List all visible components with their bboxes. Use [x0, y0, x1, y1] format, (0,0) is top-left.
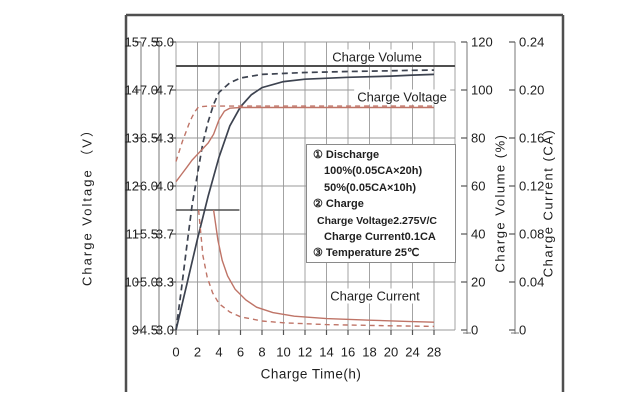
left-axis-6v-tick-label: 6.0: [139, 178, 158, 194]
note-line-charge: ② Charge: [313, 198, 364, 211]
charge-volume-100pct-discharge: [175, 73, 435, 331]
note-line-discharge: ① Discharge: [313, 149, 380, 161]
left-axis-6v-tick-label: 6.5: [139, 130, 158, 146]
right-axis-volume-tick-label: 80: [471, 130, 486, 146]
note-line-discharge-100: 100%(0.05CA×20h): [324, 165, 423, 178]
x-axis-tick-label: 4: [215, 344, 223, 360]
charge-current-50pct-discharge: [197, 209, 435, 328]
note-line-discharge-50: 50%(0.05CA×10h): [324, 181, 417, 194]
left-axis-12v-tick-label: 15: [124, 34, 139, 50]
left-axis-12v-tick-label: 10: [124, 274, 139, 290]
note-line-temperature: ③ Temperature 25℃: [313, 247, 420, 260]
note-line-charge-voltage: Charge Voltage2.275V/C: [317, 214, 438, 227]
left-axis-6v-tick-label: 5.5: [139, 226, 158, 242]
left-axis-6v-tick-label: 4.5: [139, 322, 158, 338]
charge-voltage-100pct-discharge: [175, 106, 434, 183]
right-axis-volume-tick-label: 100: [471, 82, 493, 98]
x-axis-tick-label: 28: [426, 344, 442, 360]
right-axis-current-tick-label: 0: [519, 322, 527, 338]
left-axis-4v-tick-label: 4.7: [155, 82, 174, 98]
left-axis-6v-tick-label: 7.0: [139, 82, 158, 98]
x-axis-tick-label: 18: [362, 344, 377, 360]
x-axis-tick-label: 0: [172, 344, 180, 360]
x-axis-tick-label: 16: [340, 344, 356, 360]
x-axis-tick-label: 14: [319, 344, 334, 360]
charge-volume-50pct-discharge: [175, 69, 435, 331]
left-axis-4v-tick-label: 3.3: [155, 274, 174, 290]
left-axis-12v-tick-label: 13: [124, 130, 139, 146]
left-axis-4v-tick-label: 5.0: [155, 34, 174, 50]
right-axis-current-tick-label: 0.16: [519, 130, 545, 146]
left-axis-6v-tick-label: 7.5: [139, 34, 158, 50]
curve-label-charge-volume: Charge Volume: [329, 49, 425, 65]
right-axis-title-charge-volume: Charge Volume (%): [492, 133, 508, 273]
charge-voltage-50pct-discharge: [175, 105, 434, 162]
right-axis-volume-tick-label: 0: [471, 322, 479, 338]
x-axis-tick-label: 10: [276, 344, 291, 360]
left-axis-title-charge-voltage: Charge Voltage （V）: [79, 122, 95, 286]
right-axis-volume-tick-label: 120: [471, 34, 493, 50]
right-axis-current-tick-label: 0.04: [519, 274, 545, 290]
left-axis-4v-tick-label: 3.7: [155, 226, 174, 242]
right-axis-current-tick-label: 0.20: [519, 82, 545, 98]
note-line-charge-current: Charge Current0.1CA: [324, 231, 436, 244]
right-axis-title-charge-current: Charge Current (CA): [540, 128, 556, 278]
left-axis-6v-tick-label: 5.0: [139, 274, 158, 290]
right-axis-volume-tick-label: 20: [471, 274, 486, 290]
right-axis-current-tick-label: 0.08: [519, 226, 545, 242]
curve-label-charge-voltage: Charge Voltage: [354, 89, 450, 105]
left-axis-12v-tick-label: 14: [124, 82, 139, 98]
curve-label-charge-current: Charge Current: [327, 288, 423, 304]
x-axis-tick-label: 20: [383, 344, 399, 360]
x-axis-tick-label: 8: [258, 344, 266, 360]
right-axis-current-tick-label: 0.24: [519, 34, 545, 50]
x-axis-tick-label: 12: [297, 344, 313, 360]
left-axis-4v-tick-label: 4.3: [155, 130, 174, 146]
x-axis-tick-label: 6: [236, 344, 245, 360]
right-axis-volume-tick-label: 60: [471, 178, 486, 194]
x-axis-tick-label: 2: [193, 344, 202, 360]
left-axis-12v-tick-label: 12: [124, 178, 139, 194]
left-axis-12v-tick-label: 9: [131, 322, 139, 338]
left-axis-4v-tick-label: 4.0: [155, 178, 174, 194]
x-axis-title-charge-time: Charge Time(h): [260, 366, 362, 382]
x-axis-tick-label: 24: [405, 344, 420, 360]
right-axis-volume-tick-label: 40: [471, 226, 486, 242]
charge-current-100pct-discharge: [212, 209, 435, 323]
left-axis-4v-tick-label: 3.0: [155, 322, 174, 338]
annotation-note: ① Discharge 100%(0.05CA×20h) 50%(0.05CA×…: [306, 144, 456, 263]
right-axis-current-tick-label: 0.12: [519, 178, 545, 194]
left-axis-12v-tick-label: 11: [125, 226, 140, 242]
